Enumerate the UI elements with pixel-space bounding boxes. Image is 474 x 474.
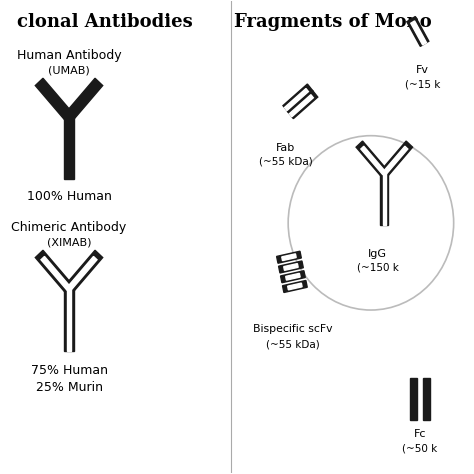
Text: 25% Murin: 25% Murin [36,381,102,394]
Text: Chimeric Antibody: Chimeric Antibody [11,220,127,234]
Polygon shape [407,17,429,46]
Polygon shape [35,250,73,292]
Polygon shape [64,289,73,351]
Polygon shape [411,21,427,45]
Text: Fc: Fc [414,429,427,439]
Text: Human Antibody: Human Antibody [17,48,121,62]
Bar [423,378,430,420]
Polygon shape [381,141,412,176]
Polygon shape [279,261,303,273]
Polygon shape [288,90,318,118]
Polygon shape [284,264,298,270]
Text: Fv: Fv [416,65,429,75]
Text: (~55 kDa): (~55 kDa) [259,157,313,167]
Text: (XIMAB): (XIMAB) [47,237,91,247]
Polygon shape [361,146,386,175]
Polygon shape [284,89,309,110]
Text: (~55 kDa): (~55 kDa) [266,340,319,350]
Polygon shape [288,283,302,290]
Polygon shape [65,78,103,120]
Polygon shape [383,173,386,225]
Text: (~15 k: (~15 k [405,79,440,89]
Polygon shape [65,250,103,292]
Polygon shape [277,251,301,263]
Polygon shape [41,256,71,291]
Polygon shape [35,78,73,120]
Polygon shape [67,289,71,351]
Text: 75% Human: 75% Human [30,364,108,377]
Polygon shape [356,141,388,176]
Polygon shape [283,281,307,292]
Polygon shape [67,256,97,291]
Polygon shape [290,95,313,117]
Polygon shape [282,254,296,261]
Polygon shape [383,146,408,175]
Text: Fragments of Mono: Fragments of Mono [235,13,432,31]
Polygon shape [381,173,388,225]
Text: 100% Human: 100% Human [27,190,111,203]
Polygon shape [283,84,313,112]
Polygon shape [286,273,300,280]
Text: (~50 k: (~50 k [402,443,438,454]
Text: (UMAB): (UMAB) [48,65,90,75]
Text: clonal Antibodies: clonal Antibodies [17,13,192,31]
Text: (~150 k: (~150 k [357,263,399,273]
Text: Fab: Fab [276,143,296,153]
Polygon shape [281,271,305,283]
Bar [410,378,418,420]
Text: IgG: IgG [368,249,387,259]
Text: Bispecific scFv: Bispecific scFv [253,324,332,334]
Polygon shape [64,117,73,179]
